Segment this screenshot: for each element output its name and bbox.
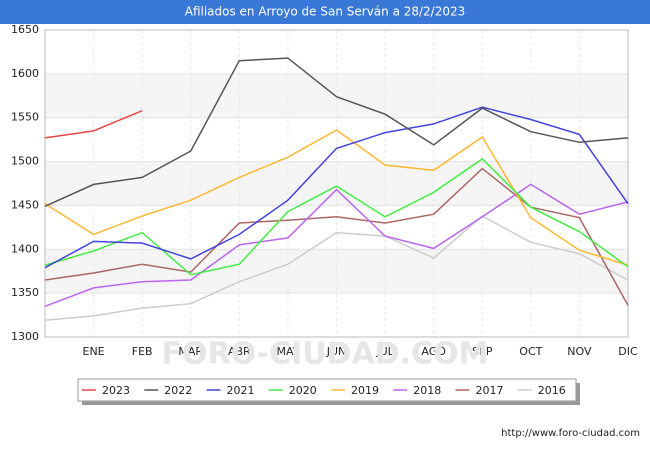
series-line — [44, 110, 143, 139]
x-tick-label: ENE — [83, 345, 105, 358]
x-tick-label: OCT — [519, 345, 542, 358]
x-tick-label: FEB — [132, 345, 153, 358]
x-tick-label: AGO — [421, 345, 446, 358]
x-tick-label: JUN — [326, 345, 347, 358]
x-tick-label: SEP — [472, 345, 493, 358]
y-tick-label: 1550 — [11, 111, 39, 124]
series-line — [44, 215, 629, 322]
y-tick-label: 1600 — [11, 67, 39, 80]
y-tick-label: 1300 — [11, 330, 39, 343]
legend-label: 2023 — [102, 384, 130, 397]
y-tick-label: 1450 — [11, 198, 39, 211]
series-line — [44, 183, 629, 308]
title-bar — [0, 0, 650, 24]
series-line — [44, 106, 629, 269]
legend-label: 2017 — [476, 384, 504, 397]
watermark: FORO-CIUDAD.COM — [162, 337, 489, 372]
legend-label: 2022 — [164, 384, 192, 397]
y-tick-label: 1650 — [11, 23, 39, 36]
legend-box — [77, 378, 577, 402]
legend-label: 2021 — [227, 384, 255, 397]
x-tick-label: JUL — [375, 345, 394, 358]
series-line — [44, 157, 629, 276]
plot-border — [44, 29, 629, 338]
legend-label: 2020 — [289, 384, 317, 397]
legend-label: 2019 — [351, 384, 379, 397]
series-line — [44, 57, 629, 207]
y-tick-label: 1500 — [11, 155, 39, 168]
y-tick-label: 1350 — [11, 286, 39, 299]
chart-title: Afiliados en Arroyo de San Serván a 28/2… — [185, 5, 466, 19]
x-tick-label: DIC — [618, 345, 638, 358]
x-tick-label: ABR — [228, 345, 251, 358]
legend: 2023 2022 2021 2020 2019 2018 2017 2016 — [82, 384, 566, 397]
legend-label: 2016 — [538, 384, 566, 397]
y-tick-label: 1400 — [11, 242, 39, 255]
legend-label: 2018 — [413, 384, 441, 397]
series-line — [44, 129, 629, 266]
x-tick-label: NOV — [567, 345, 592, 358]
plot-area: 1300 1350 1400 1450 1500 1550 1600 1650 ENE FEB MA… — [11, 23, 638, 358]
x-tick-label: MAY — [276, 345, 299, 358]
source: http://www.foro-ciudad.com — [501, 428, 640, 439]
x-tick-label: MAR — [178, 345, 203, 358]
